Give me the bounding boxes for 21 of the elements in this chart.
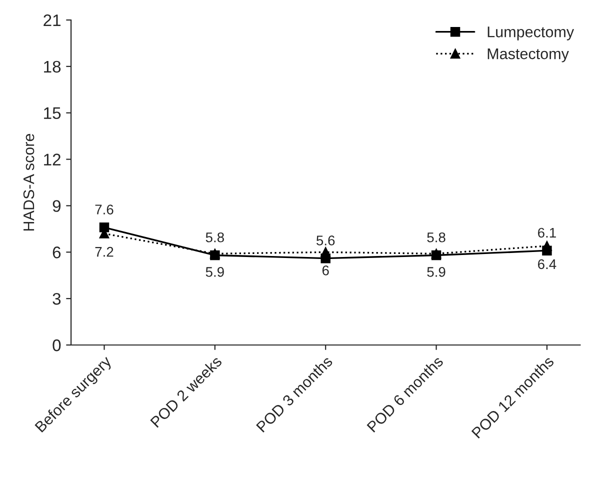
data-label: 6 [322, 265, 329, 276]
y-tick-label: 9 [52, 200, 61, 212]
data-label: 5.9 [206, 267, 224, 277]
data-label: 5.8 [206, 232, 224, 242]
legend-label: Mastectomy [488, 48, 569, 62]
y-tick-label: 6 [52, 246, 61, 258]
y-tick-label: 0 [52, 339, 61, 352]
y-axis-title: HADS-A score [23, 134, 34, 230]
data-label: 5.6 [316, 236, 335, 246]
legend-label: Lumpectomy [488, 26, 574, 40]
y-tick-label: 15 [44, 107, 61, 120]
data-label: 7.2 [95, 246, 114, 257]
data-label: 6.1 [538, 228, 556, 238]
data-label: 5.9 [427, 267, 446, 277]
data-label: 7.6 [95, 204, 114, 214]
y-tick-label: 3 [52, 292, 61, 305]
y-tick-label: 21 [44, 14, 61, 26]
y-tick-label: 12 [44, 154, 60, 166]
data-label: 6.4 [538, 259, 556, 270]
data-label: 5.8 [427, 232, 446, 242]
y-tick-label: 18 [44, 60, 61, 73]
